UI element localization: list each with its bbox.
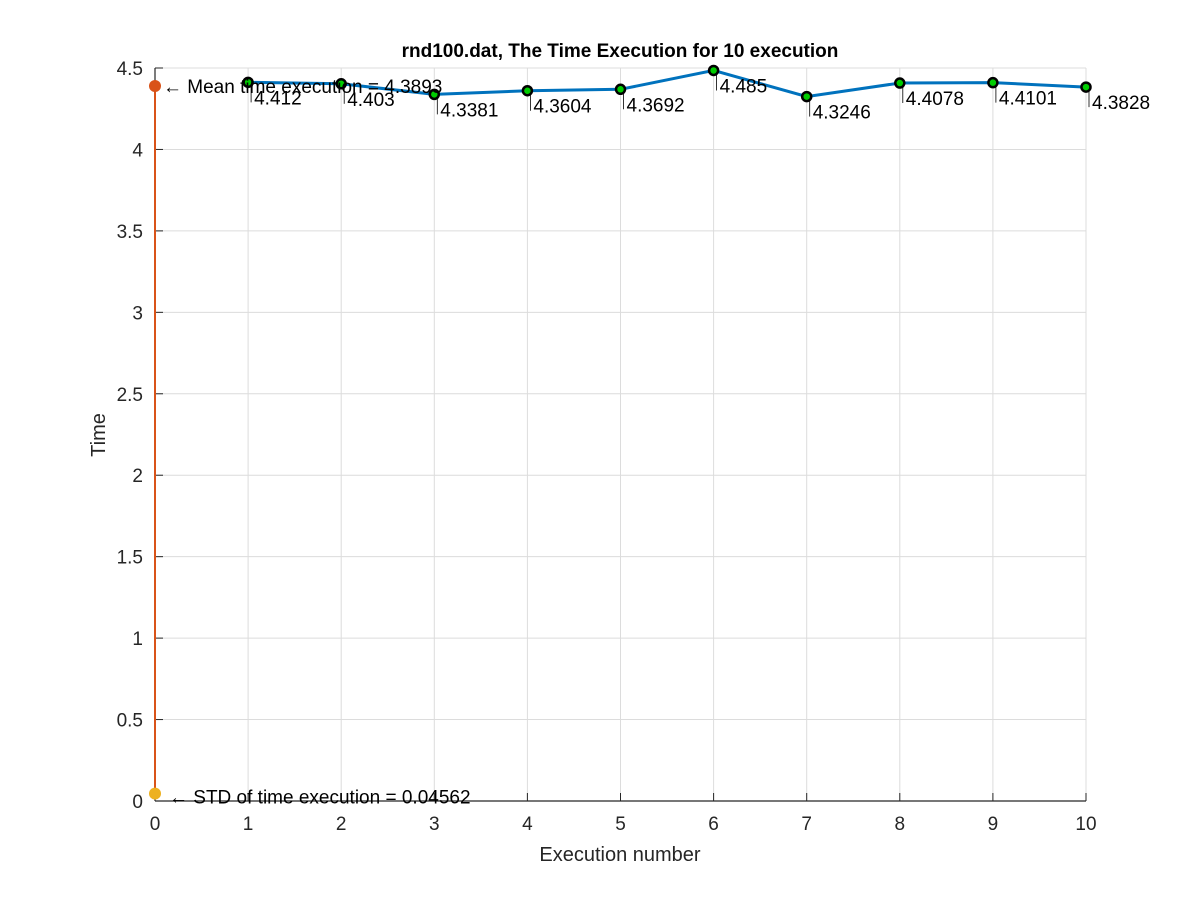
data-point <box>1080 81 1092 93</box>
x-tick-label: 8 <box>895 814 906 835</box>
data-point <box>894 77 906 89</box>
data-label: 4.403 <box>347 90 395 111</box>
y-tick-label: 4 <box>132 140 143 161</box>
data-point <box>242 76 254 89</box>
data-label: 4.3692 <box>627 95 685 116</box>
x-axis-title: Execution number <box>539 844 701 866</box>
data-label: 4.3381 <box>440 100 498 121</box>
data-label: 4.4101 <box>999 89 1057 110</box>
y-tick-label: 3.5 <box>117 222 143 243</box>
x-tick-label: 0 <box>150 814 161 835</box>
y-tick-label: 1.5 <box>117 548 143 569</box>
y-tick-label: 0.5 <box>117 711 143 732</box>
x-tick-label: 4 <box>522 814 533 835</box>
y-tick-label: 2 <box>132 466 143 487</box>
data-label: 4.3246 <box>813 103 871 124</box>
data-point <box>335 78 347 90</box>
data-label: 4.3604 <box>533 97 592 118</box>
data-label: 4.4078 <box>906 89 964 110</box>
data-label: 4.3828 <box>1092 93 1150 114</box>
x-tick-label: 2 <box>336 814 347 835</box>
data-point <box>707 64 720 77</box>
x-tick-label: 9 <box>988 814 999 835</box>
y-axis-title: Time <box>88 413 110 457</box>
data-point <box>614 83 627 96</box>
data-point <box>521 84 534 97</box>
std-marker <box>149 787 161 800</box>
series-line <box>248 68 1087 99</box>
data-point <box>987 76 999 89</box>
x-tick-label: 1 <box>243 814 254 835</box>
chart-title: rnd100.dat, The Time Execution for 10 ex… <box>402 41 839 62</box>
data-label: 4.485 <box>720 76 768 97</box>
mean-annotation: ← Mean time execution = 4.3893 <box>163 77 442 98</box>
x-tick-label: 7 <box>801 814 812 835</box>
x-tick-label: 3 <box>429 814 440 835</box>
label-layer: 4.412 4.403 4.3381 4.3604 4.3692 4.485 4.3246 4… <box>163 74 1150 809</box>
y-tick-label: 0 <box>132 792 143 813</box>
std-annotation: ← STD of time execution = 0.04562 <box>169 788 471 809</box>
data-point <box>428 88 441 101</box>
x-tick-label: 5 <box>615 814 626 835</box>
data-label: 4.412 <box>254 88 302 109</box>
y-tick-label: 2.5 <box>117 385 143 406</box>
y-tick-label: 4.5 <box>117 59 143 80</box>
series-layer <box>149 64 1092 800</box>
mean-marker <box>149 80 161 93</box>
data-point <box>800 90 813 103</box>
x-tick-label: 10 <box>1075 814 1096 835</box>
x-tick-label: 6 <box>708 814 719 835</box>
y-tick-label: 1 <box>132 629 143 650</box>
y-tick-label: 3 <box>132 303 143 324</box>
